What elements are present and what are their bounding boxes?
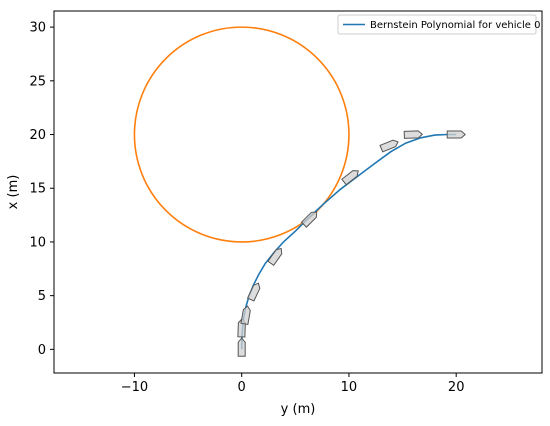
legend: Bernstein Polynomial for vehicle 0 <box>337 14 541 35</box>
vehicle-body <box>446 130 466 139</box>
vehicle-body <box>240 305 251 326</box>
obstacle-circle <box>133 26 350 243</box>
x-tick-label: −10 <box>121 380 148 395</box>
plot-area <box>133 26 466 357</box>
legend-box <box>337 14 537 35</box>
vehicle-marker <box>237 337 246 357</box>
vehicle-marker <box>446 130 466 139</box>
y-tick-label: 15 <box>29 182 46 197</box>
vehicle-body <box>341 170 359 186</box>
y-tick-label: 0 <box>38 343 46 358</box>
x-tick-label: 0 <box>238 380 246 395</box>
vehicle-body <box>246 282 261 302</box>
vehicle-marker <box>341 170 359 186</box>
x-axis-label: y (m) <box>281 402 316 417</box>
vehicle-marker <box>240 305 251 326</box>
vehicle-body <box>237 337 246 357</box>
y-axis: 0 5 10 15 20 25 30 <box>29 21 54 358</box>
series-line <box>240 133 457 350</box>
vehicle-body <box>300 211 318 228</box>
y-tick-label: 20 <box>29 128 46 143</box>
x-tick-label: 20 <box>448 380 465 395</box>
y-axis-label: x (m) <box>6 175 21 210</box>
legend-label: Bernstein Polynomial for vehicle 0 <box>370 20 541 31</box>
y-tick-label: 10 <box>29 235 46 250</box>
y-tick-label: 5 <box>38 289 46 304</box>
vehicle-marker <box>300 211 318 228</box>
vehicle-marker <box>403 130 424 139</box>
vehicle-marker <box>246 282 261 302</box>
vehicle-marker <box>267 247 283 266</box>
plot-frame <box>53 10 543 374</box>
y-tick-label: 25 <box>29 74 46 89</box>
x-axis: −10 0 10 20 <box>121 373 465 395</box>
vehicle-body <box>403 130 424 139</box>
y-tick-label: 30 <box>29 21 46 36</box>
x-tick-label: 10 <box>341 380 358 395</box>
vehicle-body <box>267 247 283 266</box>
vehicle-marker <box>379 139 399 153</box>
vehicle-body <box>379 139 399 153</box>
